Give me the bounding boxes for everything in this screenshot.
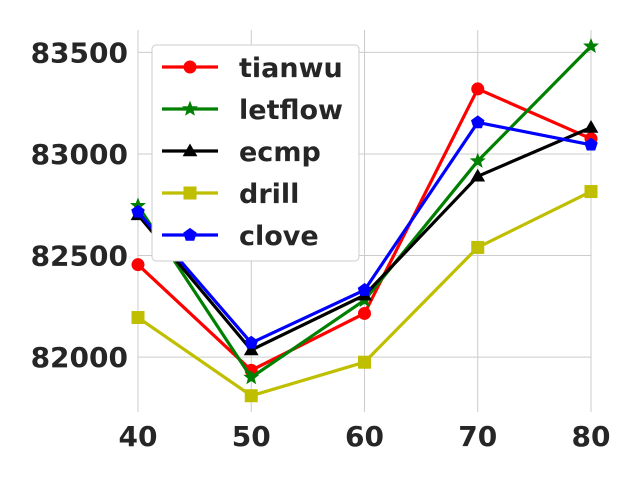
legend: tianwu letflow ecmp drill clove [151,44,360,262]
data-point-clove [584,137,598,151]
series-group [130,37,599,403]
y-tick-label: 82000 [31,341,128,374]
data-point-tianwu [131,258,145,272]
data-point-drill [131,311,145,325]
data-point-drill [584,185,598,199]
legend-label: letflow [239,95,343,126]
legend-item-ecmp: ecmp [162,137,321,168]
data-point-ecmp [243,342,259,356]
data-point-ecmp [583,120,599,133]
legend-label: ecmp [239,137,321,168]
legend-label: drill [239,179,299,210]
data-point-clove [131,204,145,218]
legend-swatch-marker [182,100,198,116]
data-point-tianwu [358,306,371,320]
tick-labels: 40 50 60 70 80 82000 82500 83000 83500 [31,36,611,453]
legend-item-letflow: letflow [162,95,343,126]
y-tick-label: 83500 [31,36,128,69]
legend-label: clove [239,221,319,252]
legend-label: tianwu [239,53,343,84]
data-point-letflow [469,152,486,168]
data-point-clove [470,115,485,129]
x-tick-label: 50 [232,420,271,453]
y-tick-label: 83000 [31,138,128,171]
x-tick-label: 40 [119,420,158,453]
data-point-tianwu [471,82,485,96]
legend-swatch-marker [183,186,197,200]
data-point-drill [471,240,485,254]
series-clove [131,115,598,349]
legend-item-tianwu: tianwu [162,53,343,84]
legend-swatch-marker [182,143,198,157]
series-drill [131,185,598,403]
legend-swatch-marker [183,60,197,74]
x-tick-label: 60 [345,420,384,453]
legend-box [151,44,360,262]
legend-item-drill: drill [162,179,299,210]
data-point-clove [244,335,259,349]
data-point-drill [358,355,371,369]
x-tick-label: 80 [572,420,611,453]
legend-swatch-marker [183,227,197,241]
legend-item-clove: clove [162,221,319,252]
data-point-letflow [243,369,260,385]
data-point-ecmp [470,168,486,182]
y-tick-label: 82500 [31,240,128,273]
data-point-letflow [583,37,599,54]
data-point-drill [244,389,258,403]
x-tick-label: 70 [458,420,497,453]
data-point-clove [357,282,372,296]
